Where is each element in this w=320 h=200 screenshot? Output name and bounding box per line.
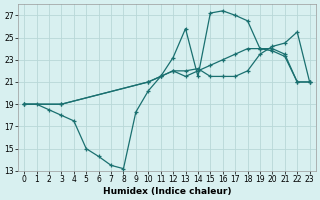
X-axis label: Humidex (Indice chaleur): Humidex (Indice chaleur) [103, 187, 231, 196]
